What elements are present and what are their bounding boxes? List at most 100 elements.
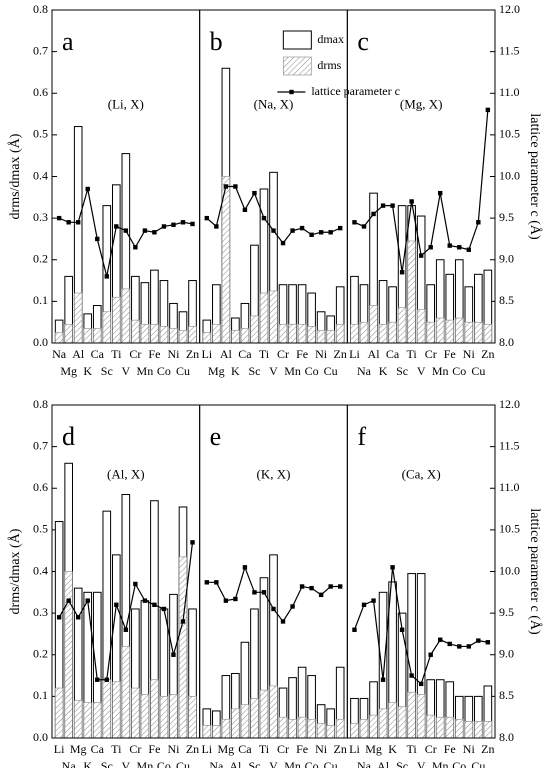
x-tick-label: Co <box>157 759 171 768</box>
point <box>204 215 210 221</box>
bar <box>269 685 278 739</box>
bar <box>369 305 378 344</box>
y-tick-label: 0.6 <box>33 85 48 99</box>
x-tick-label: K <box>83 364 92 378</box>
bar <box>436 716 445 739</box>
point <box>180 220 186 225</box>
y2-tick-label: 9.0 <box>499 252 514 266</box>
bar <box>436 317 445 344</box>
bar <box>188 326 197 344</box>
point <box>161 224 167 229</box>
point <box>85 186 90 192</box>
bar <box>369 714 378 739</box>
y-tick-label: 0.0 <box>33 730 48 744</box>
y2-tick-label: 11.5 <box>499 43 520 57</box>
x-tick-label: Ti <box>407 347 418 361</box>
bar <box>259 689 269 739</box>
point <box>114 224 119 229</box>
x-tick-label: Al <box>72 347 85 361</box>
x-tick-label: Co <box>305 759 319 768</box>
x-tick-label: Fe <box>296 347 308 361</box>
bar <box>288 718 297 739</box>
bar <box>278 716 288 739</box>
point <box>318 592 324 598</box>
x-tick-label: Mn <box>284 364 301 378</box>
bar <box>326 725 335 739</box>
x-tick-label: V <box>417 759 426 768</box>
point <box>447 243 452 248</box>
bar <box>336 718 345 739</box>
x-tick-label: K <box>379 364 388 378</box>
x-tick-label: Mn <box>137 364 154 378</box>
x-tick-label: Ca <box>91 347 105 361</box>
bar <box>64 571 73 739</box>
x-tick-label: K <box>231 364 240 378</box>
point <box>271 606 276 612</box>
bar <box>359 718 369 739</box>
y2-tick-label: 10.5 <box>499 522 520 536</box>
panel-label: d <box>62 422 75 451</box>
point <box>190 540 195 545</box>
x-tick-label: Ti <box>111 742 122 756</box>
x-tick-label: Sc <box>396 759 408 768</box>
point <box>280 240 286 246</box>
bar <box>159 696 169 739</box>
bar <box>178 556 188 739</box>
bar <box>455 317 464 344</box>
bar <box>336 323 345 344</box>
point <box>75 615 81 620</box>
point <box>399 627 405 632</box>
point <box>352 627 357 632</box>
point <box>466 644 472 649</box>
point <box>133 581 138 587</box>
point <box>271 228 276 233</box>
y-tick-label: 0.0 <box>33 335 48 349</box>
bar <box>74 292 83 344</box>
bar <box>83 702 92 739</box>
bar <box>240 328 250 344</box>
point <box>371 211 376 217</box>
y2-tick-label: 12.0 <box>499 397 520 411</box>
bar <box>83 328 92 344</box>
bar <box>445 716 454 739</box>
bar <box>455 718 464 739</box>
x-tick-label: V <box>121 364 130 378</box>
point <box>123 627 129 632</box>
x-tick-label: Ti <box>407 742 418 756</box>
bar <box>140 323 149 344</box>
bar <box>307 718 316 739</box>
point <box>337 225 343 231</box>
point <box>361 224 367 229</box>
bar <box>169 328 178 344</box>
panel-label: f <box>357 422 366 451</box>
point <box>409 673 414 678</box>
bar <box>398 706 407 739</box>
panel-frame <box>346 9 496 344</box>
point <box>252 190 257 196</box>
x-tick-label: Co <box>452 759 466 768</box>
point <box>123 228 129 233</box>
bar <box>93 702 102 739</box>
legend-swatch <box>283 56 312 76</box>
point <box>190 221 195 227</box>
x-tick-label: Mn <box>432 759 449 768</box>
point <box>457 245 462 250</box>
bar <box>407 240 416 344</box>
bar <box>378 323 388 344</box>
annotation: (Mg, X) <box>400 97 443 112</box>
point <box>399 270 405 275</box>
bar <box>250 698 259 739</box>
bar <box>288 323 297 344</box>
point <box>66 598 71 603</box>
bar <box>112 296 121 344</box>
x-tick-label: Al <box>368 347 381 361</box>
x-tick-label: Na <box>357 759 372 768</box>
x-tick-label: V <box>417 364 426 378</box>
point <box>309 585 314 591</box>
y-tick-label: 0.4 <box>33 168 48 182</box>
point <box>361 602 367 607</box>
bar <box>212 725 221 739</box>
x-tick-label: Cu <box>471 364 485 378</box>
bar <box>278 323 288 344</box>
